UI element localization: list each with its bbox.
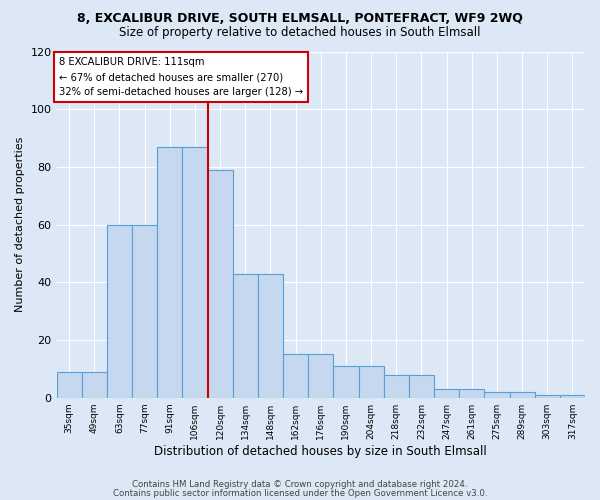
Text: 8 EXCALIBUR DRIVE: 111sqm
← 67% of detached houses are smaller (270)
32% of semi: 8 EXCALIBUR DRIVE: 111sqm ← 67% of detac…	[59, 58, 303, 97]
Bar	[359, 366, 383, 398]
Bar	[509, 392, 535, 398]
Bar	[56, 372, 82, 398]
X-axis label: Distribution of detached houses by size in South Elmsall: Distribution of detached houses by size …	[154, 444, 487, 458]
Bar	[459, 389, 484, 398]
Bar	[182, 146, 208, 398]
Bar	[409, 374, 434, 398]
Bar	[233, 274, 258, 398]
Text: Contains HM Land Registry data © Crown copyright and database right 2024.: Contains HM Land Registry data © Crown c…	[132, 480, 468, 489]
Bar	[308, 354, 334, 398]
Bar	[208, 170, 233, 398]
Text: Contains public sector information licensed under the Open Government Licence v3: Contains public sector information licen…	[113, 488, 487, 498]
Bar	[560, 395, 585, 398]
Bar	[82, 372, 107, 398]
Bar	[157, 146, 182, 398]
Text: Size of property relative to detached houses in South Elmsall: Size of property relative to detached ho…	[119, 26, 481, 39]
Bar	[258, 274, 283, 398]
Bar	[132, 224, 157, 398]
Bar	[334, 366, 359, 398]
Bar	[107, 224, 132, 398]
Y-axis label: Number of detached properties: Number of detached properties	[15, 137, 25, 312]
Bar	[434, 389, 459, 398]
Bar	[383, 374, 409, 398]
Bar	[283, 354, 308, 398]
Bar	[535, 395, 560, 398]
Text: 8, EXCALIBUR DRIVE, SOUTH ELMSALL, PONTEFRACT, WF9 2WQ: 8, EXCALIBUR DRIVE, SOUTH ELMSALL, PONTE…	[77, 12, 523, 26]
Bar	[484, 392, 509, 398]
